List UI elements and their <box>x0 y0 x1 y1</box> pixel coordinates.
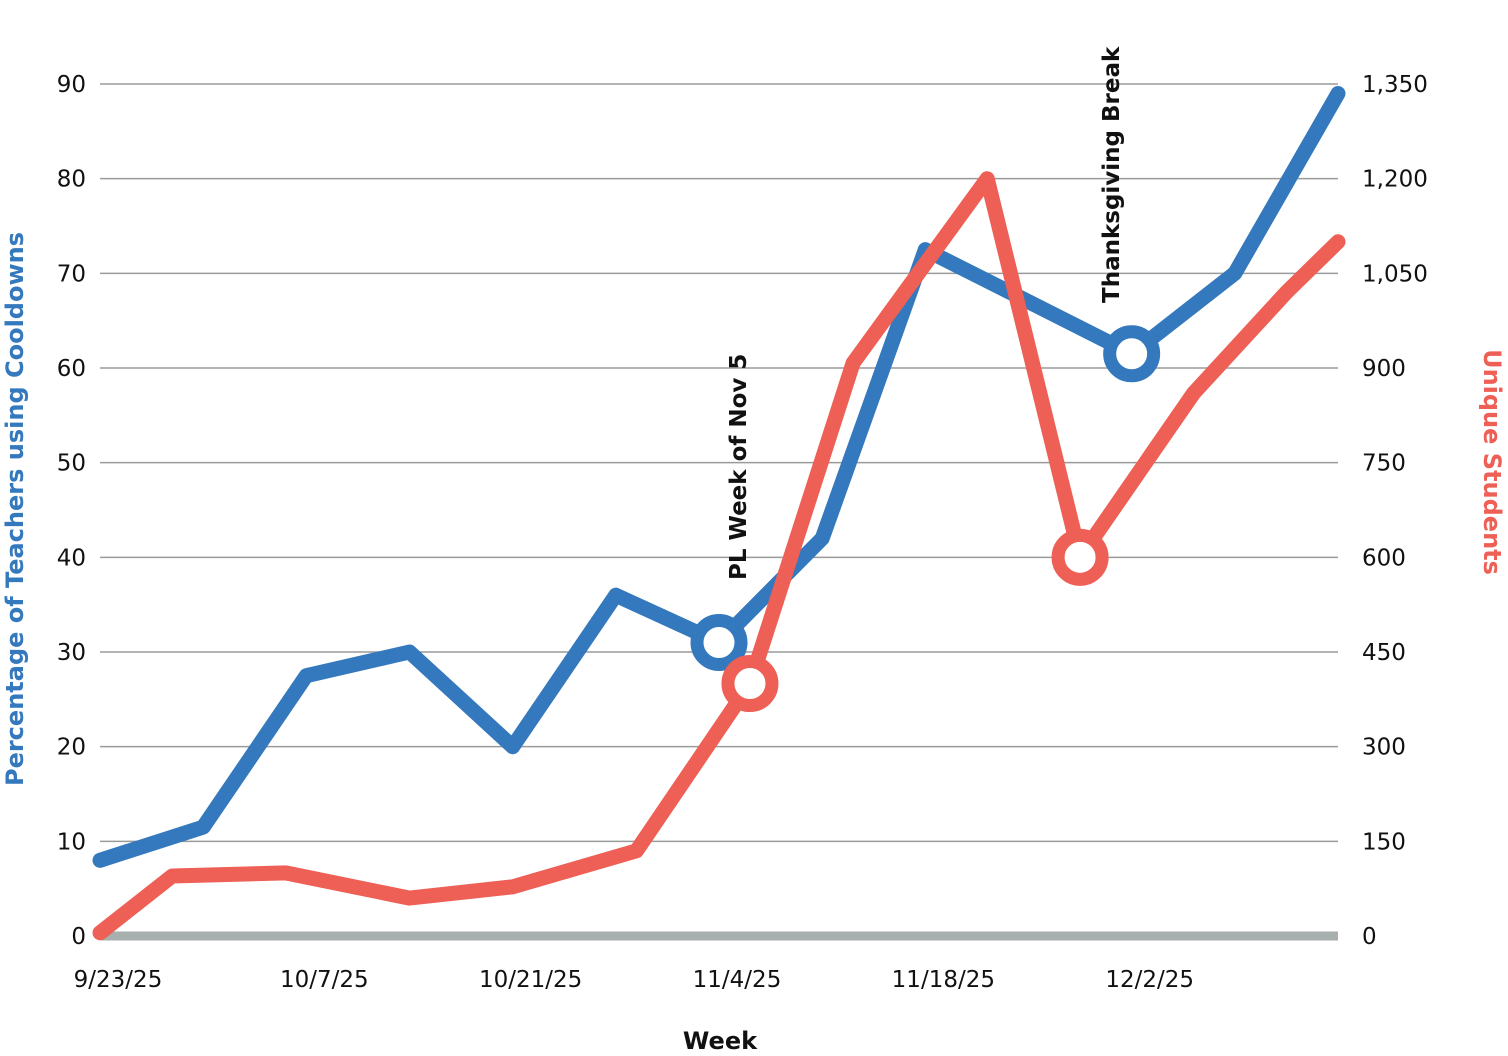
left-y-axis-title: Percentage of Teachers using Cooldowns <box>1 232 29 786</box>
left-y-tick-label: 0 <box>71 924 86 950</box>
left-y-tick-label: 20 <box>57 735 86 761</box>
teacher-percentage-marker <box>690 614 748 672</box>
annotation-label: Thanksgiving Break <box>1099 46 1125 303</box>
series-lines <box>92 86 1346 941</box>
right-y-tick-label: 450 <box>1362 640 1406 666</box>
left-y-tick-label: 40 <box>57 545 86 571</box>
right-y-tick-label: 300 <box>1362 735 1406 761</box>
x-tick-label: 9/23/25 <box>74 967 163 993</box>
left-y-tick-label: 60 <box>57 356 86 382</box>
right-y-axis-title: Unique Students <box>1478 349 1506 575</box>
right-y-tick-label: 0 <box>1362 924 1377 950</box>
left-y-tick-label: 50 <box>57 451 86 477</box>
left-y-tick-label: 80 <box>57 167 86 193</box>
x-tick-label: 11/18/25 <box>892 967 995 993</box>
right-y-tick-label: 1,200 <box>1362 167 1428 193</box>
axis-ticks: 0 0 10 150 20 300 30 450 40 600 50 750 60 900 70 1,050 8… <box>57 72 1428 993</box>
right-y-tick-label: 900 <box>1362 356 1406 382</box>
unique-students-marker <box>721 655 779 713</box>
x-axis-title: Week <box>683 1027 758 1055</box>
annotation-label: PL Week of Nov 5 <box>726 354 752 580</box>
left-y-tick-label: 10 <box>57 829 86 855</box>
right-y-tick-label: 1,050 <box>1362 261 1428 287</box>
x-tick-label: 11/4/25 <box>693 967 782 993</box>
right-y-tick-label: 600 <box>1362 545 1406 571</box>
x-tick-label: 12/2/25 <box>1105 967 1194 993</box>
unique-students-line <box>92 171 1346 941</box>
teacher-percentage-marker <box>1103 325 1161 383</box>
x-tick-label: 10/21/25 <box>479 967 582 993</box>
gridlines <box>100 83 1338 941</box>
x-tick-label: 10/7/25 <box>280 967 369 993</box>
right-y-tick-label: 750 <box>1362 451 1406 477</box>
annotations: PL Week of Nov 5 Thanksgiving Break <box>726 46 1125 580</box>
teacher-percentage-line <box>92 86 1346 868</box>
left-y-tick-label: 90 <box>57 72 86 98</box>
right-y-tick-label: 150 <box>1362 829 1406 855</box>
left-y-tick-label: 70 <box>57 261 86 287</box>
right-y-tick-label: 1,350 <box>1362 72 1428 98</box>
left-y-tick-label: 30 <box>57 640 86 666</box>
unique-students-marker <box>1051 528 1109 586</box>
